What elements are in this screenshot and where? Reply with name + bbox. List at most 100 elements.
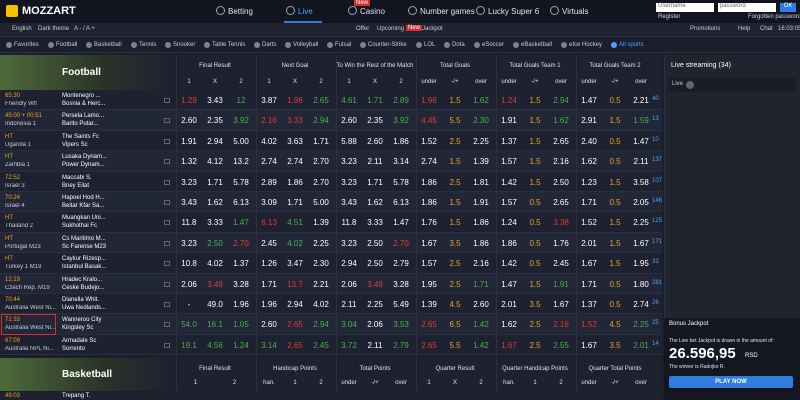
odd-cell[interactable]: 1.42 bbox=[473, 320, 489, 330]
odd-cell[interactable]: 1.57 bbox=[501, 198, 517, 207]
subnav-left[interactable]: Dark theme bbox=[38, 26, 70, 32]
odd-cell[interactable]: 1.52 bbox=[421, 136, 437, 146]
subnav-jackpot[interactable]: Jackpot bbox=[422, 26, 443, 32]
odd-cell[interactable]: 6.13 bbox=[393, 198, 409, 207]
odd-cell[interactable]: 3.48 bbox=[207, 279, 223, 289]
odd-cell[interactable]: 13.2 bbox=[233, 157, 249, 167]
odd-cell[interactable]: 1.5 bbox=[529, 177, 541, 187]
odd-cell[interactable]: 1.52 bbox=[581, 320, 597, 330]
sport-tab[interactable]: Table Tennis bbox=[212, 42, 246, 48]
odd-cell[interactable]: 6.13 bbox=[233, 198, 249, 207]
odd-cell[interactable]: 1.37 bbox=[233, 259, 249, 269]
odd-cell[interactable]: 1.91 bbox=[181, 136, 197, 146]
sport-tab[interactable]: Football bbox=[56, 42, 78, 48]
odd-cell[interactable]: 1.47 bbox=[393, 218, 409, 228]
odd-cell[interactable]: 3.23 bbox=[181, 177, 197, 187]
odd-cell[interactable]: 4.5 bbox=[449, 300, 461, 309]
odd-cell[interactable]: 2.50 bbox=[553, 177, 569, 187]
odd-cell[interactable]: 1.5 bbox=[449, 157, 461, 167]
odd-cell[interactable]: 2.16 bbox=[553, 320, 569, 330]
odd-cell[interactable]: 2.60 bbox=[261, 320, 277, 330]
odd-cell[interactable]: 1.37 bbox=[581, 300, 597, 309]
odd-cell[interactable]: 1.96 bbox=[261, 300, 277, 309]
odd-cell[interactable]: 0.5 bbox=[609, 157, 621, 167]
odd-cell[interactable]: 1.91 bbox=[501, 116, 517, 126]
odd-cell[interactable]: 2.79 bbox=[393, 259, 409, 269]
odd-cell[interactable]: 1.5 bbox=[449, 198, 461, 207]
odd-cell[interactable]: 0.5 bbox=[609, 136, 621, 146]
odd-cell[interactable]: 2.11 bbox=[633, 157, 649, 167]
odd-cell[interactable]: 3.23 bbox=[341, 177, 357, 187]
odd-cell[interactable]: 1.05 bbox=[233, 320, 249, 330]
odd-cell[interactable]: 2.60 bbox=[367, 136, 383, 146]
odd-cell[interactable]: 2.65 bbox=[421, 340, 437, 350]
odd-cell[interactable]: 1.5 bbox=[529, 96, 541, 105]
odd-cell[interactable]: 1.67 bbox=[633, 238, 649, 248]
odd-cell[interactable]: 1.62 bbox=[207, 198, 223, 207]
odd-cell[interactable]: 1.86 bbox=[421, 177, 437, 187]
odd-cell[interactable]: 1.80 bbox=[633, 279, 649, 289]
odd-cell[interactable]: 1.62 bbox=[581, 157, 597, 167]
odd-cell[interactable]: 54.0 bbox=[181, 320, 197, 330]
odd-cell[interactable]: 1.47 bbox=[633, 136, 649, 146]
odd-cell[interactable]: 4.5 bbox=[609, 320, 621, 330]
more-count[interactable]: 107 bbox=[652, 177, 663, 184]
odd-cell[interactable]: 2.35 bbox=[207, 116, 223, 126]
odd-cell[interactable]: 1.57 bbox=[421, 259, 437, 269]
odd-cell[interactable]: 1.95 bbox=[633, 259, 649, 269]
odd-cell[interactable]: 0.5 bbox=[609, 198, 621, 207]
odd-cell[interactable]: 3.28 bbox=[233, 279, 249, 289]
register-link[interactable]: Register bbox=[658, 14, 681, 20]
subnav-left[interactable]: English bbox=[12, 26, 32, 32]
odd-cell[interactable]: 3.5 bbox=[529, 300, 541, 309]
odd-cell[interactable]: 1.95 bbox=[421, 279, 437, 289]
more-count[interactable]: 125 bbox=[652, 218, 663, 225]
odd-cell[interactable]: 3.63 bbox=[287, 136, 303, 146]
odd-cell[interactable]: 1.76 bbox=[553, 238, 569, 248]
odd-cell[interactable]: 2.21 bbox=[313, 279, 329, 289]
odd-cell[interactable]: 3.58 bbox=[633, 177, 649, 187]
odd-cell[interactable]: 4.45 bbox=[421, 116, 437, 126]
sport-tab[interactable]: Snooker bbox=[173, 42, 196, 48]
odd-cell[interactable]: 2.65 bbox=[553, 136, 569, 146]
odd-cell[interactable]: 5.88 bbox=[341, 136, 357, 146]
odd-cell[interactable]: 3.33 bbox=[207, 218, 223, 228]
odd-cell[interactable]: 3.23 bbox=[181, 238, 197, 248]
odd-cell[interactable]: 2.94 bbox=[287, 300, 303, 309]
odd-cell[interactable]: 2.30 bbox=[313, 259, 329, 269]
username-input[interactable]: Username bbox=[656, 3, 714, 12]
odd-cell[interactable]: 4.61 bbox=[341, 96, 357, 105]
odd-cell[interactable]: 0.5 bbox=[609, 279, 621, 289]
odd-cell[interactable]: 1.91 bbox=[553, 279, 569, 289]
odd-cell[interactable]: 3.5 bbox=[449, 238, 461, 248]
odd-cell[interactable]: 1.47 bbox=[501, 279, 517, 289]
odd-cell[interactable]: 3.48 bbox=[367, 279, 383, 289]
odd-cell[interactable]: 2.55 bbox=[553, 340, 569, 350]
odd-cell[interactable]: 2.25 bbox=[473, 136, 489, 146]
sport-tab[interactable]: Darts bbox=[262, 42, 277, 48]
sport-tab[interactable]: Futsal bbox=[335, 42, 352, 48]
odd-cell[interactable]: 3.53 bbox=[393, 320, 409, 330]
odd-cell[interactable]: 3.23 bbox=[341, 157, 357, 167]
odd-cell[interactable]: 1.5 bbox=[609, 177, 621, 187]
odd-cell[interactable]: 2.74 bbox=[421, 157, 437, 167]
odd-cell[interactable]: 2.06 bbox=[181, 279, 197, 289]
odd-cell[interactable]: 2.01 bbox=[633, 340, 649, 350]
more-count[interactable]: 40 bbox=[652, 96, 659, 102]
odd-cell[interactable]: 2.45 bbox=[553, 259, 569, 269]
odd-cell[interactable]: 0.5 bbox=[529, 259, 541, 269]
odd-cell[interactable]: 3.04 bbox=[341, 320, 357, 330]
odd-cell[interactable]: 6.5 bbox=[449, 320, 461, 330]
more-count[interactable]: 26 bbox=[652, 300, 659, 306]
sport-tab[interactable]: eIce Hockey bbox=[569, 42, 603, 48]
ok-button[interactable]: OK bbox=[780, 3, 796, 12]
subnav-left[interactable]: A - / A + bbox=[74, 26, 95, 32]
odd-cell[interactable]: 11.8 bbox=[341, 218, 357, 228]
sport-tab[interactable]: Basketball bbox=[94, 42, 122, 48]
odd-cell[interactable]: 2.40 bbox=[581, 136, 597, 146]
odd-cell[interactable]: 2.16 bbox=[261, 116, 277, 126]
odd-cell[interactable]: 3.14 bbox=[393, 157, 409, 167]
sport-tab[interactable]: LOL bbox=[424, 42, 436, 48]
odd-cell[interactable]: 1.5 bbox=[609, 116, 621, 126]
odd-cell[interactable]: 1.62 bbox=[553, 116, 569, 126]
